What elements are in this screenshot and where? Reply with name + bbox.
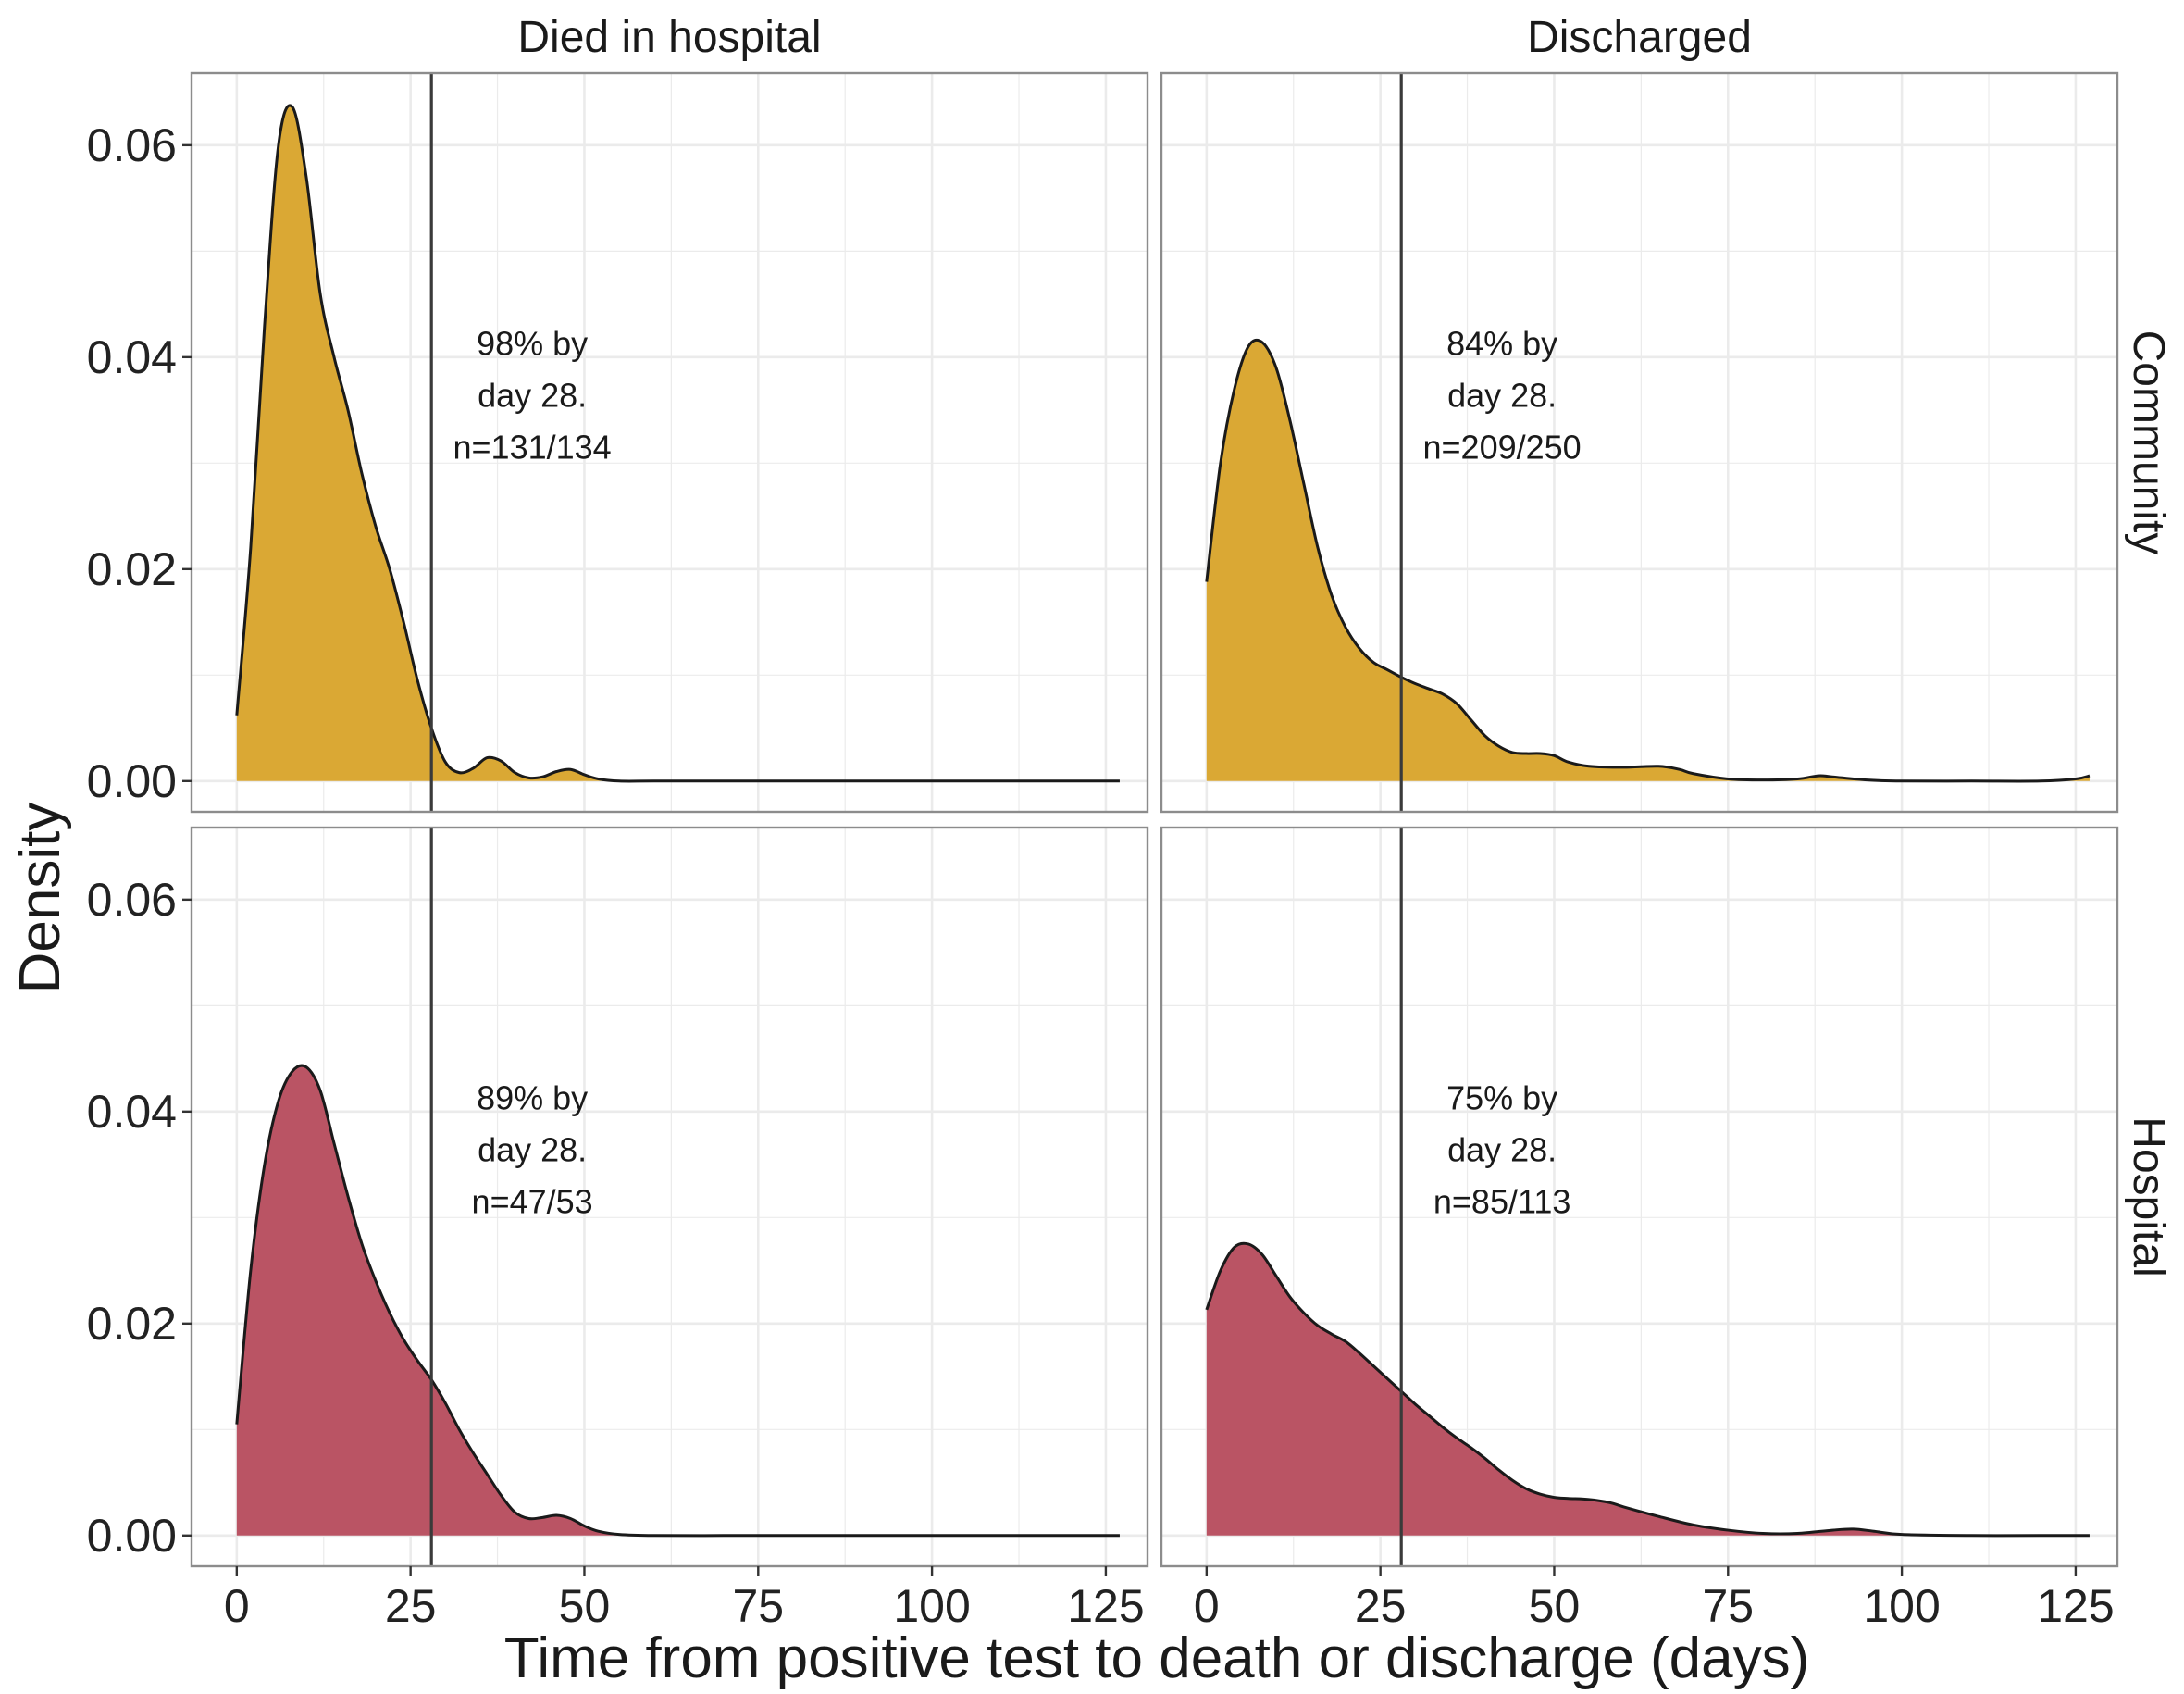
- x-tick-label: 125: [2037, 1580, 2114, 1632]
- panel-hospital-discharged: 75% by day 28. n=85/113: [1160, 826, 2119, 1568]
- panel-community-died-in-hospital: 98% by day 28. n=131/134: [190, 71, 1149, 814]
- y-axis-title: Density: [8, 803, 72, 994]
- panel-border: [190, 71, 1149, 814]
- panel-border: [1160, 71, 2119, 814]
- panel-annotation-line: 89% by: [477, 1079, 588, 1117]
- panel-border: [190, 826, 1149, 1568]
- panel-annotation-line: 75% by: [1446, 1079, 1557, 1117]
- density-area-community: [236, 105, 1120, 781]
- panel-annotation-line: day 28.: [1447, 1131, 1557, 1169]
- x-axis-title: Time from positive test to death or disc…: [504, 1626, 1810, 1690]
- facet-label-died-in-hospital: Died in hospital: [517, 13, 821, 62]
- facet-label-discharged: Discharged: [1527, 13, 1752, 62]
- y-tick-label: 0.06: [87, 874, 177, 926]
- y-tick-label: 0.02: [87, 1298, 177, 1350]
- panel-annotation-line: n=131/134: [453, 429, 612, 467]
- panel-annotation-line: 98% by: [477, 325, 588, 363]
- y-tick-label: 0.02: [87, 543, 177, 595]
- panel-hospital-died-in-hospital: 89% by day 28. n=47/53: [190, 826, 1149, 1568]
- x-tick-label: 0: [1194, 1580, 1220, 1632]
- x-tick-label: 0: [224, 1580, 250, 1632]
- panel-annotation-line: day 28.: [478, 1131, 587, 1169]
- facet-label-community: Community: [2124, 330, 2173, 555]
- panel-border: [1160, 826, 2119, 1568]
- density-area-community: [1206, 340, 2090, 781]
- panel-annotation-line: n=85/113: [1433, 1183, 1570, 1221]
- panels-layer: 98% by day 28. n=131/134 84% by day 28. n=209…: [190, 71, 2119, 1568]
- panel-community-discharged: 84% by day 28. n=209/250: [1160, 71, 2119, 814]
- panel-annotation-line: day 28.: [478, 377, 587, 415]
- density-outline: [1205, 1241, 2090, 1538]
- x-tick-label: 75: [1702, 1580, 1754, 1632]
- axes-layer: Died in hospital Discharged Community Hospi…: [87, 13, 2173, 1632]
- panel-annotation-line: 84% by: [1446, 325, 1557, 363]
- y-tick-label: 0.00: [87, 755, 177, 807]
- panel-annotation-line: day 28.: [1447, 377, 1557, 415]
- density-outline: [1205, 338, 2091, 783]
- x-tick-label: 100: [1863, 1580, 1940, 1632]
- x-tick-label: 25: [1355, 1580, 1407, 1632]
- density-outline: [235, 104, 1120, 783]
- y-tick-label: 0.00: [87, 1510, 177, 1562]
- y-tick-label: 0.06: [87, 119, 177, 171]
- x-tick-label: 25: [385, 1580, 437, 1632]
- density-area-hospital: [1206, 1243, 2090, 1536]
- x-tick-label: 50: [559, 1580, 611, 1632]
- facet-label-hospital: Hospital: [2124, 1116, 2173, 1277]
- x-tick-label: 100: [893, 1580, 970, 1632]
- y-tick-label: 0.04: [87, 1086, 177, 1138]
- density-outline: [235, 1064, 1120, 1538]
- x-tick-label: 125: [1067, 1580, 1144, 1632]
- x-tick-label: 75: [732, 1580, 784, 1632]
- y-tick-label: 0.04: [87, 331, 177, 383]
- panel-annotation-line: n=47/53: [472, 1183, 593, 1221]
- panel-annotation-line: n=209/250: [1423, 429, 1582, 467]
- x-tick-label: 50: [1529, 1580, 1581, 1632]
